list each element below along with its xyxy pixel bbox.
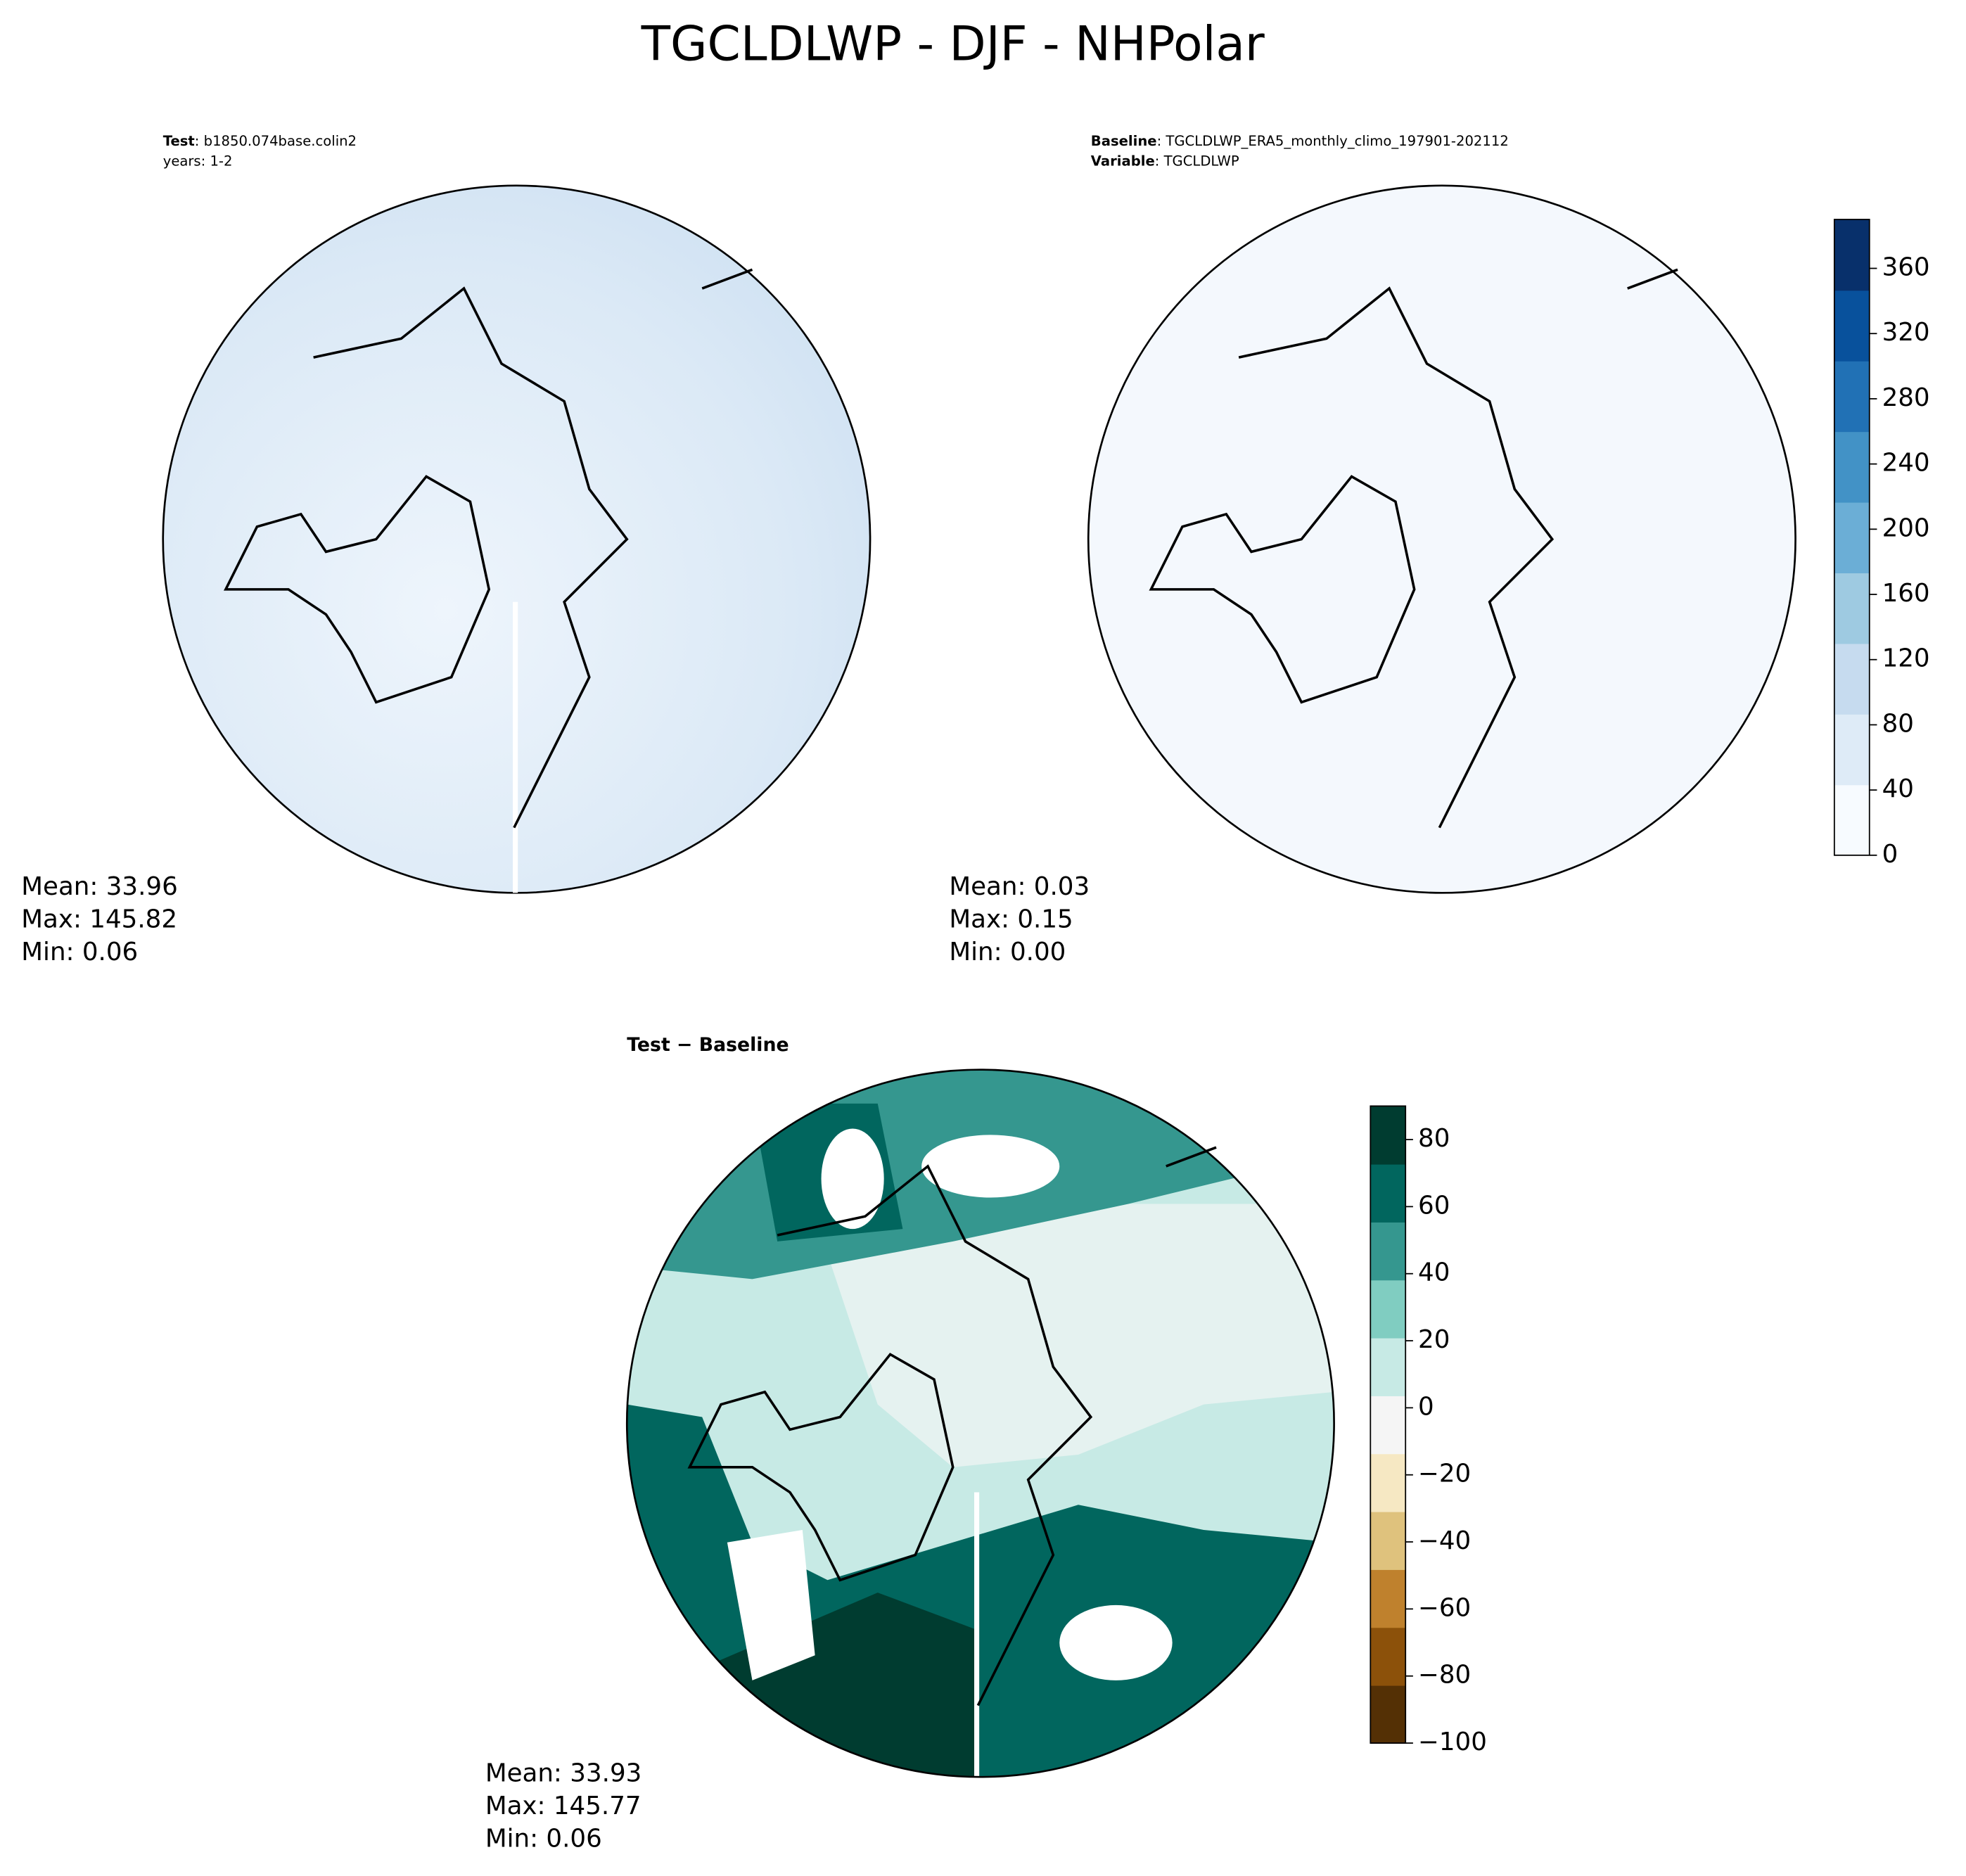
colorbar-tick-label: 80 — [1418, 1124, 1450, 1153]
colorbar-tick-label: 280 — [1882, 383, 1930, 412]
title-label: Test — [163, 133, 195, 149]
colorbar-tick-label: −40 — [1418, 1526, 1471, 1555]
coastline — [687, 1146, 1217, 1706]
colorbar-band — [1834, 784, 1870, 856]
map-frame — [625, 1068, 1335, 1778]
stat-label: Min: 0.00 — [949, 938, 1066, 966]
stat-label: Min: 0.06 — [21, 938, 138, 966]
stat-label: Mean: 0.03 — [949, 872, 1090, 901]
colorbar-tick-label: 240 — [1882, 449, 1930, 478]
colorbar-tick-label: 80 — [1882, 709, 1914, 738]
title-value: : TGCLDLWP_ERA5_monthly_climo_197901-202… — [1157, 133, 1509, 149]
title-value: : b1850.074base.colin2 — [195, 133, 357, 149]
colorbar-frame — [1833, 219, 1870, 856]
gap — [727, 1529, 815, 1680]
subtitle-value: : TGCLDLWP — [1155, 153, 1239, 169]
colorbar-band — [1370, 1453, 1406, 1512]
colorbar-band — [1834, 502, 1870, 574]
map-disc — [1087, 184, 1796, 894]
colorbar-tick-label: −100 — [1418, 1728, 1487, 1756]
colorbar-tick-label: 200 — [1882, 513, 1930, 542]
seam — [513, 601, 518, 893]
stat-label: Max: 0.15 — [949, 905, 1073, 934]
colorbar-tick-label: 40 — [1418, 1258, 1450, 1287]
colorbar-band — [1370, 1685, 1406, 1744]
colorbar-tick-label: 160 — [1882, 579, 1930, 608]
colorbar-band — [1370, 1163, 1406, 1223]
figure-title: TGCLDLWP - DJF - NHPolar — [641, 16, 1265, 72]
stat-label: Max: 145.77 — [485, 1792, 641, 1820]
colorbar-tick-label: −20 — [1418, 1460, 1471, 1488]
field — [827, 1204, 1334, 1467]
colorbar-tick-label: −60 — [1418, 1593, 1471, 1622]
gap — [821, 1128, 884, 1230]
colorbar-band — [1834, 219, 1870, 291]
colorbar-tick-label: 0 — [1418, 1392, 1434, 1421]
colorbar-band — [1834, 713, 1870, 786]
colorbar-band — [1370, 1337, 1406, 1396]
stat-label: Min: 0.06 — [485, 1824, 602, 1853]
colorbar-band — [1834, 360, 1870, 433]
colorbar-band — [1370, 1280, 1406, 1339]
colorbar-tick-label: 120 — [1882, 644, 1930, 673]
colorbar-tick-label: 40 — [1882, 774, 1914, 803]
coastline — [223, 268, 753, 829]
colorbar-band — [1834, 290, 1870, 362]
panel-subtitle: years: 1-2 — [163, 153, 233, 169]
panel-title: Test − Baseline — [627, 1034, 789, 1056]
colorbar-band — [1834, 431, 1870, 503]
colorbar-band — [1834, 573, 1870, 644]
colorbar-tick-label: 360 — [1882, 253, 1930, 282]
stat-label: Max: 145.82 — [21, 905, 177, 934]
colorbar-band — [1370, 1511, 1406, 1570]
colorbar-tick-label: 20 — [1418, 1325, 1450, 1354]
gap — [921, 1135, 1060, 1198]
colorbar-band — [1370, 1569, 1406, 1628]
colorbar-frame — [1370, 1105, 1407, 1744]
map-fill — [627, 1069, 1334, 1778]
colorbar-tick-label: 0 — [1882, 840, 1898, 869]
gap — [1059, 1604, 1173, 1680]
panel-subtitle: Variable: TGCLDLWP — [1091, 153, 1239, 169]
colorbar-band — [1370, 1222, 1406, 1281]
seam — [974, 1492, 980, 1778]
coastline — [1149, 268, 1678, 829]
colorbar-band — [1834, 643, 1870, 715]
colorbar-tick-label: −80 — [1418, 1661, 1471, 1690]
subtitle-label: Variable — [1091, 153, 1155, 169]
colorbar-band — [1370, 1627, 1406, 1686]
panel-title: Baseline: TGCLDLWP_ERA5_monthly_climo_19… — [1091, 133, 1509, 149]
colorbar-tick-label: 60 — [1418, 1191, 1450, 1220]
stat-label: Mean: 33.93 — [485, 1759, 641, 1788]
colorbar-band — [1370, 1106, 1406, 1165]
colorbar-tick-label: 320 — [1882, 318, 1930, 347]
colorbar-band — [1370, 1396, 1406, 1455]
stat-label: Mean: 33.96 — [21, 872, 177, 901]
title-label: Baseline — [1091, 133, 1157, 149]
panel-title: Test: b1850.074base.colin2 — [163, 133, 357, 149]
